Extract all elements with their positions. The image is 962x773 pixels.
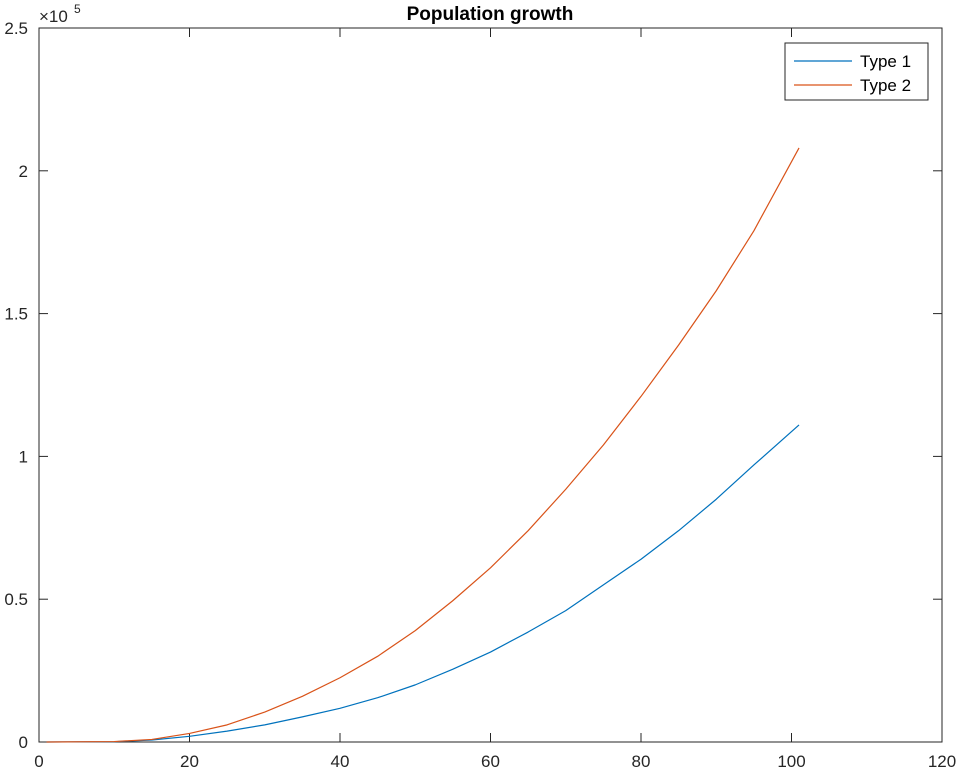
x-tick-label: 80 [632,752,651,771]
x-tick-label: 60 [481,752,500,771]
x-tick-label: 40 [331,752,350,771]
x-tick-labels: 0 20 40 60 80 100 120 [34,752,956,771]
y-multiplier-exponent: 5 [74,2,81,16]
y-multiplier-base: ×10 [39,7,68,26]
x-tick-label: 120 [928,752,956,771]
series-line-type-2 [46,147,800,743]
y-tick-label: 0 [19,733,28,752]
series-line-type-1 [46,424,800,743]
legend-label-type-1: Type 1 [860,52,911,71]
legend-box [784,42,929,101]
y-tick-label: 0.5 [4,590,28,609]
x-tick-label: 20 [180,752,199,771]
tick-marks [38,27,943,743]
x-tick-label: 100 [777,752,805,771]
y-tick-labels: 0 0.5 1 1.5 2 2.5 [4,19,28,752]
y-axis-multiplier: ×10 5 [39,2,81,26]
legend: Type 1 Type 2 [784,42,929,101]
legend-label-type-2: Type 2 [860,76,911,95]
y-tick-label: 1 [19,447,28,466]
y-tick-label: 1.5 [4,305,28,324]
series-lines [46,147,800,743]
y-tick-label: 2.5 [4,19,28,38]
chart-title: Population growth [407,4,574,25]
y-tick-label: 2 [19,162,28,181]
x-tick-label: 0 [34,752,43,771]
plot-area [38,27,943,743]
